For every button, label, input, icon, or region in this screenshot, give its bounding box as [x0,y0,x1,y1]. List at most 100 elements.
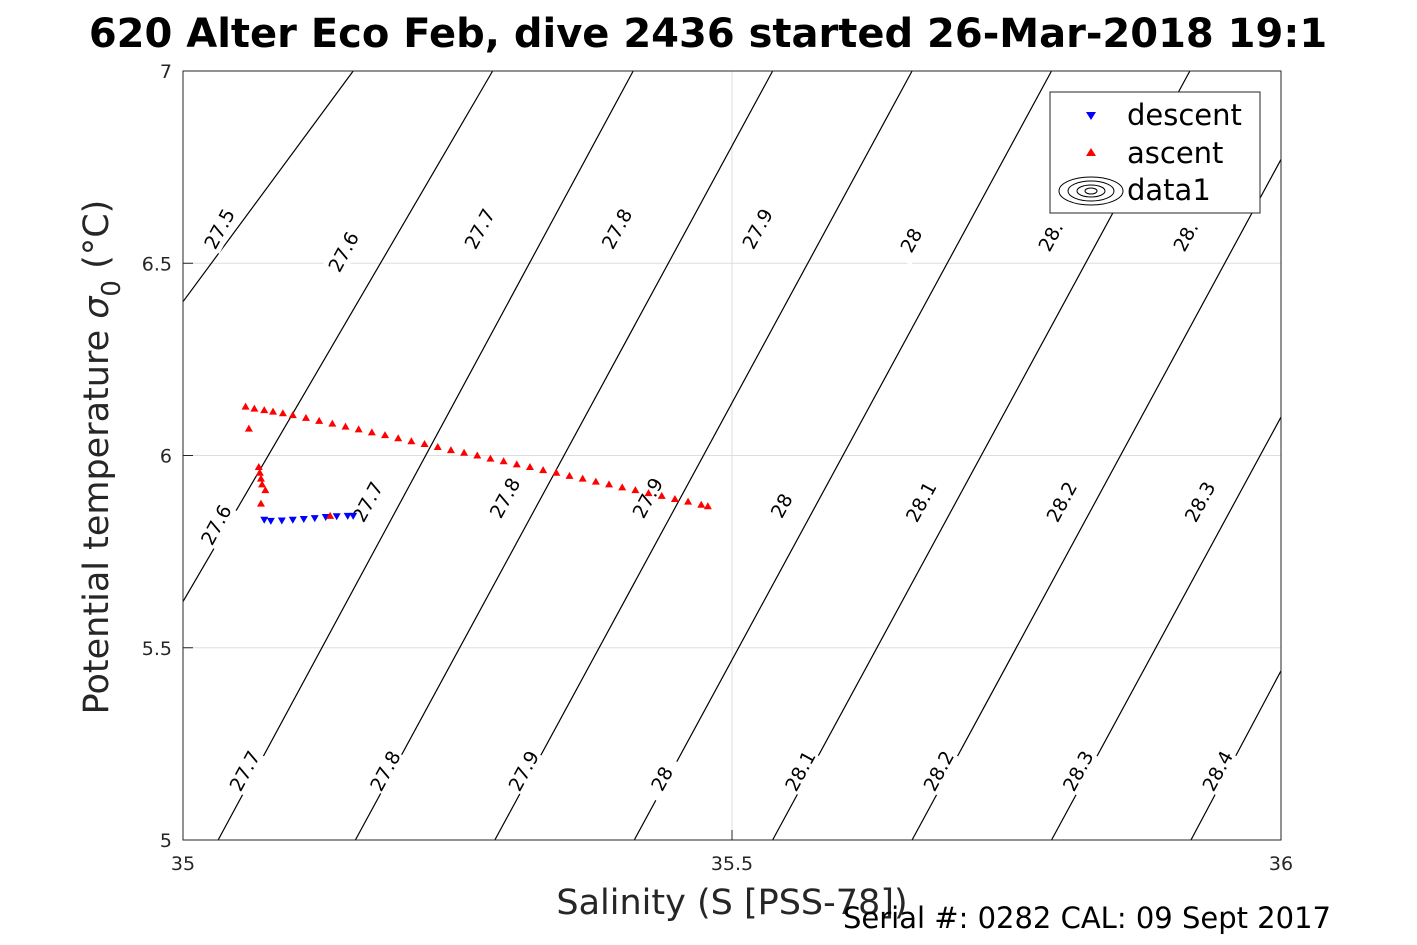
chart-title: 620 Alter Eco Feb, dive 2436 started 26-… [89,11,1327,57]
contour-label-bg [458,203,501,254]
ascent-point [250,404,259,412]
ascent-point [244,424,253,432]
y-tick-label: 6.5 [142,253,172,275]
y-axis-label: Potential temperature σ0 (°C) [77,200,127,715]
contour-label-bg [346,476,389,527]
x-tick-label: 36 [1269,853,1293,875]
contour-label-bg [595,203,638,254]
ascent-point [618,483,627,491]
ascent-point [326,511,335,519]
ascent-point [512,460,521,468]
legend-box [1049,91,1261,214]
ascent-point [684,497,693,505]
data-series [241,402,712,525]
legend: descent ascent data1 [1049,91,1261,214]
ascent-point [446,446,455,454]
ascent-point [670,494,679,502]
contour-label-bg [1164,211,1207,262]
ascent-point [657,491,666,499]
ascent-point [328,419,337,427]
descent-point [321,514,330,522]
ascent-point [433,443,442,451]
ascent-point [539,466,548,474]
ascent-point [341,422,350,430]
contour-label-bg [223,745,266,796]
y-label-symbol: σ [77,295,117,319]
contour-label-bg [760,480,803,531]
serial-cal-footer: Serial #: 0282 CAL: 09 Sept 2017 [843,901,1331,935]
ascent-point [301,413,310,421]
ascent-point [703,502,712,510]
ascent-point [420,439,429,447]
contour-labels: 27.5 27.6 27.7 27.8 27.9 28 28. 28.27.6 27.7 27.8… [194,203,1239,804]
ascent-point [288,411,297,419]
ascent-point [256,499,265,507]
contour-label-bg [640,753,683,804]
ascent-point [525,463,534,471]
descent-point [343,512,352,520]
ascent-point [241,402,250,410]
contour-label-bg [322,226,365,277]
contour-label-bg [1196,745,1239,796]
y-tick-label: 7 [160,61,172,83]
ascent-point [269,407,278,415]
ascent-point [473,451,482,459]
y-label-unit: (°C) [77,200,117,280]
legend-contour-label: data1 [1127,173,1211,207]
ascent-point [407,437,416,445]
ascent-point [381,431,390,439]
contour-line-27-8 [354,70,774,841]
contour-label-bg [1178,476,1221,527]
legend-descent-marker [1086,112,1096,120]
descent-point [288,516,297,524]
descent-point [260,516,269,524]
contour-label-bg [736,203,779,254]
legend-ascent-marker [1086,148,1096,156]
ascent-point [631,486,640,494]
ascent-point [499,457,508,465]
ascent-point [260,406,269,414]
contour-label-bg [626,472,669,523]
y-tick-label: 5 [160,830,172,852]
y-ticks: 5 5.5 6 6.5 7 [142,61,193,852]
contour-label-bg [1029,211,1072,262]
ascent-point [254,463,263,471]
descent-point [266,517,275,525]
y-label-main: Potential temperature [77,319,117,715]
legend-ascent-label: ascent [1127,136,1223,170]
contour-line-28-4 [1190,670,1282,841]
descent-point [277,517,286,525]
contour-label-bg [483,472,526,523]
contour-label-bg [1040,476,1083,527]
ascent-point [591,477,600,485]
ascent-point [460,448,469,456]
ascent-point [697,500,706,508]
legend-contour-icon [1058,176,1124,206]
x-axis-label: Salinity (S [PSS-78]) [556,883,907,923]
y-label-subscript: 0 [97,280,127,297]
contour-label-bg [889,215,933,266]
contour-line-27-7 [217,70,634,841]
contour-label: 28. [1164,211,1207,262]
ascent-point [565,471,574,479]
contour-line-27-9 [494,70,913,841]
contour-label-bg [198,203,241,254]
ascent-point [367,428,376,436]
ascent-point [256,474,265,482]
x-tick-label: 35 [171,853,195,875]
contour-line-28 [633,70,1053,841]
legend-descent-label: descent [1127,98,1242,132]
ascent-point [394,434,403,442]
contour-label-bg [363,745,407,796]
y-tick-label: 6 [160,446,172,468]
descent-point [310,515,319,523]
ascent-point [552,468,561,476]
contour-label-bg [779,745,822,796]
contour-line-28-2 [911,159,1282,841]
ascent-point [486,454,495,462]
descent-point [332,513,341,521]
descent-point [299,515,308,523]
ascent-point [255,468,264,476]
contour-label-bg [899,476,942,527]
